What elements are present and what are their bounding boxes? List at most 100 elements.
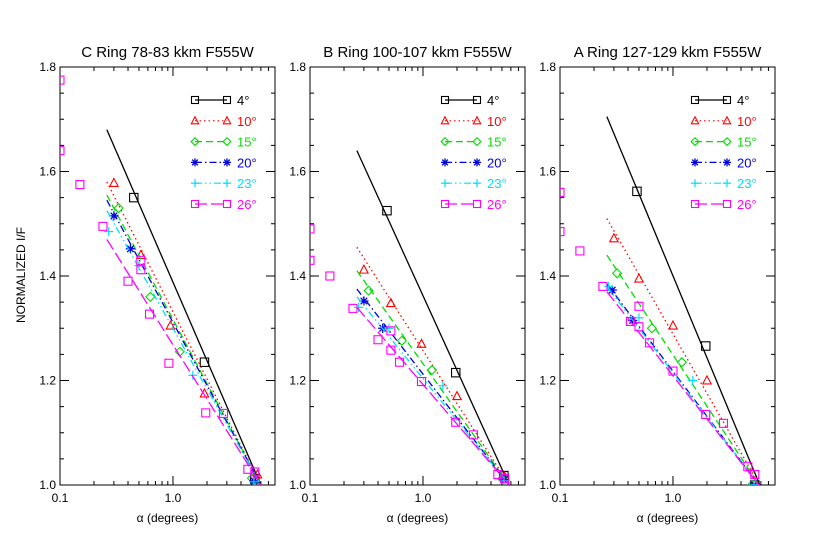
square-marker-shape (373, 335, 383, 345)
fit-line (356, 246, 510, 485)
asterisk-marker-stroke (126, 245, 135, 253)
data-point (373, 335, 383, 345)
square-marker-shape (718, 418, 729, 428)
legend-entry: 15° (690, 135, 757, 150)
square-marker-shape (60, 146, 65, 156)
legend-entry: 15° (190, 135, 257, 150)
data-point (598, 281, 608, 292)
data-point (426, 364, 438, 376)
fit-line (606, 218, 761, 485)
square-marker-shape (451, 417, 461, 427)
data-point (451, 417, 461, 427)
legend-entry: 26° (690, 197, 757, 212)
square-marker-shape (722, 95, 732, 105)
data-point (634, 301, 644, 311)
plot-area (60, 75, 263, 485)
diamond-marker-shape (690, 136, 700, 147)
data-point (136, 265, 146, 275)
legend-entry: 4° (190, 93, 249, 108)
y-tick-label: 1.0 (39, 478, 56, 492)
asterisk-marker-stroke (608, 286, 616, 294)
data-point (60, 75, 65, 85)
data-point (188, 370, 198, 380)
square-marker-shape (394, 357, 405, 367)
data-point (750, 469, 760, 480)
square-marker-shape (722, 199, 732, 209)
triangle-marker-shape (165, 319, 176, 330)
asterisk-marker-stroke (360, 297, 368, 305)
legend-label: 15° (237, 135, 257, 150)
data-point (249, 477, 259, 485)
fit-line (106, 210, 262, 485)
data-point (199, 357, 210, 367)
triangle-marker-shape (199, 387, 210, 398)
panel-title: C Ring 78-83 kkm F555W (81, 44, 254, 61)
square-marker-shape (634, 301, 644, 311)
asterisk-marker-stroke (191, 159, 199, 166)
data-point (634, 313, 644, 323)
data-point (416, 338, 427, 348)
legend-label: 23° (487, 176, 507, 191)
data-point (438, 381, 448, 391)
data-point (75, 180, 85, 190)
triangle-marker-shape (108, 177, 120, 187)
asterisk-marker-stroke (473, 159, 481, 166)
data-point (218, 408, 229, 418)
data-point (60, 146, 65, 156)
y-tick-label: 1.4 (539, 269, 556, 283)
y-tick-label: 1.2 (39, 374, 56, 388)
legend-marker (690, 136, 700, 147)
series-6 (560, 187, 760, 485)
square-marker-shape (632, 186, 642, 197)
data-point (125, 244, 136, 254)
legend-entry: 26° (440, 197, 507, 212)
triangle-marker-shape (608, 232, 620, 243)
legend-label: 4° (737, 93, 749, 108)
x-axis-label: α (degrees) (637, 511, 699, 525)
legend-marker (722, 95, 732, 105)
legend-marker (222, 179, 232, 188)
triangle-marker-shape (472, 115, 482, 125)
square-marker-shape (243, 464, 253, 474)
legend-marker (440, 95, 450, 105)
triangle-marker-shape (667, 319, 679, 330)
x-axis-label: α (degrees) (137, 511, 199, 525)
legend-marker (722, 179, 732, 188)
square-marker-shape (190, 95, 200, 105)
chart-panel-1: C Ring 78-83 kkm F555W 1.0 1.2 1.4 1.6 1.8 0.1… (39, 44, 276, 525)
data-point (634, 322, 644, 332)
asterisk-marker-stroke (691, 159, 699, 166)
fit-line (606, 116, 761, 485)
data-point (701, 374, 713, 385)
square-marker-shape (218, 408, 229, 418)
data-point (560, 227, 565, 237)
data-point (199, 387, 210, 398)
data-point (633, 272, 645, 283)
data-point (560, 187, 565, 197)
data-point (749, 480, 759, 485)
legend-marker (690, 199, 700, 209)
data-point (700, 341, 711, 351)
asterisk-marker-stroke (750, 481, 755, 485)
data-point (608, 232, 620, 243)
legend-marker (440, 179, 450, 188)
legend: 4° 10° 15° 20° 23° 26° (440, 93, 507, 212)
data-point (718, 418, 729, 428)
square-marker-shape (560, 187, 565, 197)
fit-line (356, 306, 510, 485)
series-3 (356, 270, 510, 485)
fit-line (356, 296, 510, 485)
legend-label: 23° (237, 176, 257, 191)
square-marker-shape (222, 199, 232, 209)
legend-marker (472, 95, 482, 105)
square-marker-shape (468, 430, 479, 440)
legend-label: 10° (487, 114, 507, 129)
square-marker-shape (743, 462, 753, 472)
data-point (385, 297, 396, 308)
legend-marker (722, 158, 732, 167)
legend-marker (222, 115, 232, 125)
legend-marker (440, 158, 450, 167)
fit-line (606, 291, 760, 485)
asterisk-marker-stroke (110, 212, 118, 220)
square-marker-shape (440, 95, 450, 105)
